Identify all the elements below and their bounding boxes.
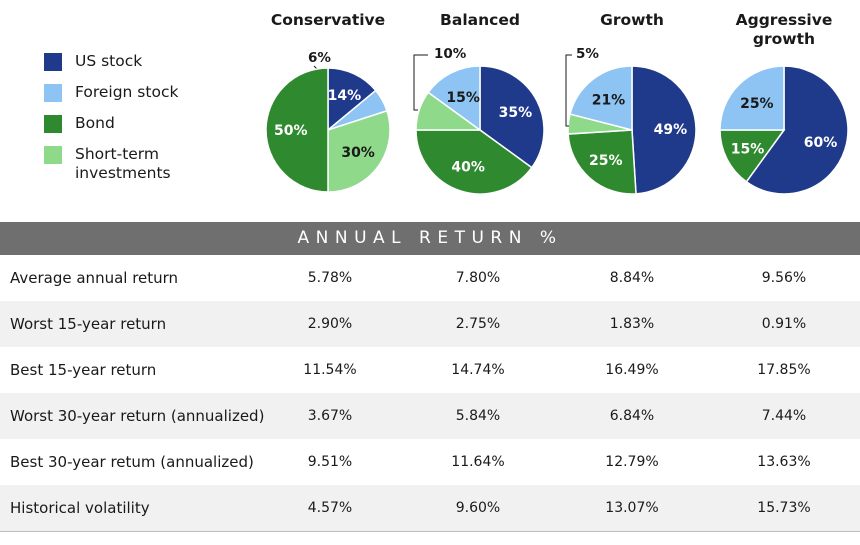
table-cell: 0.91%: [761, 316, 807, 332]
legend-swatch: [44, 84, 62, 102]
callout-line: [413, 54, 428, 111]
table-header-banner: ANNUAL RETURN %: [0, 222, 860, 255]
table-row: Average annual return 5.78% 7.80% 8.84% 9.56…: [0, 255, 860, 301]
slice-label: 30%: [341, 145, 375, 161]
slice-label: 60%: [804, 135, 838, 151]
pie-title: Growth: [600, 11, 664, 29]
legend-label: US stock: [75, 52, 143, 70]
slice-label: 15%: [731, 142, 765, 158]
table-cell: 7.44%: [761, 408, 807, 424]
table-cell: 2.75%: [455, 316, 501, 332]
row-label: Worst 15-year return: [10, 315, 167, 333]
legend-swatch: [44, 53, 62, 71]
table-cell: 4.57%: [307, 500, 353, 516]
pie-chart: 49% 25% 5% 21%: [565, 46, 697, 195]
slice-label: 10%: [434, 46, 467, 62]
pie-chart: 60% 15% 25%: [719, 65, 849, 195]
pie-slice: [479, 65, 545, 169]
table-cell: 5.78%: [307, 270, 353, 286]
table-cell: 7.80%: [455, 270, 501, 286]
table-cell: 9.51%: [307, 454, 353, 470]
slice-label: 49%: [654, 122, 688, 138]
callout-line: [565, 54, 572, 127]
slice-label: 6%: [308, 50, 331, 66]
row-label: Average annual return: [10, 269, 179, 287]
pie-title: Aggressive growth: [735, 11, 833, 48]
legend-label: Bond: [75, 114, 115, 132]
pie-slice: [327, 67, 377, 132]
table-cell: 16.49%: [605, 362, 659, 378]
slice-label: 25%: [740, 96, 774, 112]
pie-title: Balanced: [440, 11, 520, 29]
pie-chart: 35% 40% 10% 15%: [413, 46, 545, 195]
row-label: Best 15-year return: [10, 361, 157, 379]
table-cell: 6.84%: [609, 408, 655, 424]
row-label: Historical volatility: [10, 499, 150, 517]
pie-slice: [745, 65, 849, 195]
pie-slice: [719, 65, 785, 131]
table-cell: 13.07%: [605, 500, 659, 516]
pie-slice: [567, 129, 637, 195]
pie-chart: 14% 6% 30% 50%: [265, 50, 391, 193]
table-cell: 13.63%: [757, 454, 811, 470]
slice-label: 25%: [589, 153, 623, 169]
pie-slice: [427, 65, 481, 132]
table-cell: 17.85%: [757, 362, 811, 378]
slice-label: 21%: [592, 93, 626, 109]
table-cell: 3.67%: [307, 408, 353, 424]
row-label: Worst 30-year return (annualized): [10, 407, 265, 425]
pie-title: Conservative: [270, 11, 386, 29]
bottom-divider: [0, 531, 860, 532]
legend-label: Foreign stock: [75, 83, 179, 101]
table-cell: 1.83%: [609, 316, 655, 332]
legend-item: US stock: [44, 52, 142, 71]
legend-item: Bond: [44, 114, 115, 133]
legend-swatch: [44, 115, 62, 133]
table-cell: 2.90%: [307, 316, 353, 332]
table-cell: 8.84%: [609, 270, 655, 286]
legend-item: Foreign stock: [44, 83, 178, 102]
pie-slice: [569, 65, 633, 131]
table-cell: 9.60%: [455, 500, 501, 516]
pie-slice: [415, 129, 533, 195]
table-cell: 5.84%: [455, 408, 501, 424]
pie-slice: [327, 109, 391, 193]
slice-label: 35%: [499, 105, 533, 121]
legend-label: Short-term investments: [75, 145, 171, 182]
table-row: Worst 15-year return 2.90% 2.75% 1.83% 0.91%: [0, 301, 860, 347]
table-row: Worst 30-year return (annualized) 3.67% 5.…: [0, 393, 860, 439]
table-row: Historical volatility 4.57% 9.60% 13.07% 15.…: [0, 485, 860, 531]
slice-label: 5%: [576, 46, 599, 62]
slice-label: 14%: [328, 88, 362, 104]
slice-label: 50%: [274, 123, 308, 139]
table-cell: 11.64%: [451, 454, 505, 470]
table-row: Best 30-year retum (annualized) 9.51% 11.6…: [0, 439, 860, 485]
table-cell: 14.74%: [451, 362, 505, 378]
allocation-charts: US stock Foreign stock Bond Short-term inve…: [0, 0, 860, 216]
pie-slice: [631, 65, 697, 195]
legend-item: Short-term investments: [44, 145, 215, 183]
pie-slice: [719, 129, 786, 183]
table-row: Best 15-year return 11.54% 14.74% 16.49% 17.…: [0, 347, 860, 393]
returns-table: Average annual return 5.78% 7.80% 8.84% 9.56…: [0, 255, 860, 531]
legend-swatch: [44, 146, 62, 164]
table-cell: 12.79%: [605, 454, 659, 470]
row-label: Best 30-year retum (annualized): [10, 453, 254, 471]
table-cell: 11.54%: [303, 362, 357, 378]
slice-label: 15%: [446, 90, 480, 106]
table-cell: 15.73%: [757, 500, 811, 516]
table-cell: 9.56%: [761, 270, 807, 286]
slice-label: 40%: [451, 160, 485, 176]
pie-slice: [265, 67, 329, 193]
